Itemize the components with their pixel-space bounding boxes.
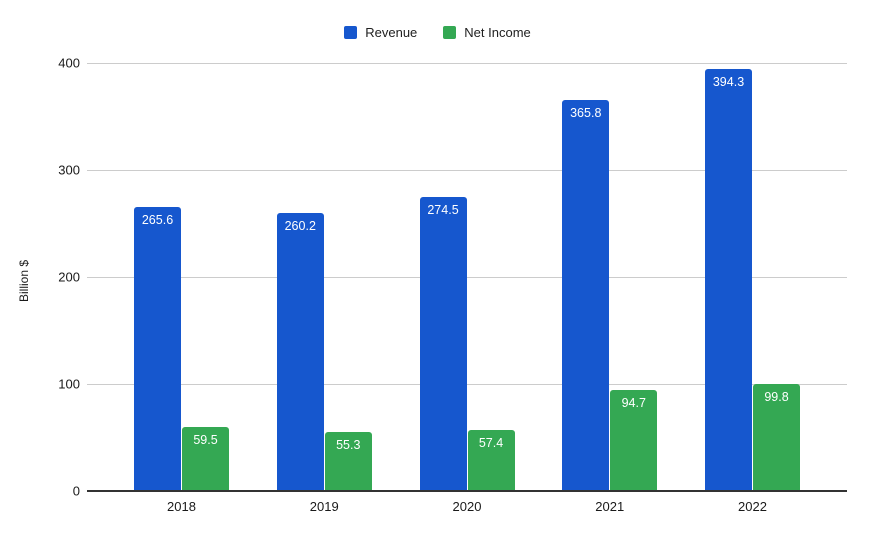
bar-revenue-2019: 260.2 <box>276 212 324 491</box>
y-tick-label: 200 <box>58 269 80 285</box>
x-axis-line <box>87 490 847 492</box>
legend-item-revenue: Revenue <box>344 25 417 40</box>
bar-net-income-2020: 57.4 <box>467 429 515 491</box>
x-tick-label: 2020 <box>452 499 482 514</box>
bar-net-income-2021: 94.7 <box>610 389 658 491</box>
gridline <box>87 383 847 385</box>
bar-value-label: 94.7 <box>621 395 646 410</box>
y-tick-label: 300 <box>58 162 80 178</box>
bar-value-label: 365.8 <box>570 105 602 120</box>
bar-value-label: 55.3 <box>336 437 361 452</box>
bar-group-2019: 260.2 55.3 <box>276 212 372 491</box>
bar-group-2020: 274.5 57.4 <box>419 197 515 491</box>
chart-legend: Revenue Net Income <box>0 25 875 40</box>
x-tick-label: 2022 <box>738 499 767 514</box>
x-tick-label: 2019 <box>309 499 339 514</box>
bar-net-income-2018: 59.5 <box>182 427 229 491</box>
legend-color-swatch-icon <box>443 26 457 39</box>
x-tick-label: 2021 <box>595 499 625 514</box>
bar-revenue-2020: 274.5 <box>419 197 467 491</box>
bars-row: 265.6 59.5 260.2 55.3 274.5 57.4 365.8 94.7 394.… <box>87 63 847 491</box>
bar-group-2018: 265.6 59.5 <box>134 206 229 491</box>
bar-value-label: 274.5 <box>427 203 459 218</box>
y-tick-label: 400 <box>58 55 80 71</box>
bar-revenue-2018: 265.6 <box>134 206 181 491</box>
bar-value-label: 99.8 <box>764 390 789 405</box>
bar-value-label: 265.6 <box>141 212 174 227</box>
y-tick-label: 100 <box>58 376 80 392</box>
gridline <box>87 62 847 64</box>
bar-net-income-2019: 55.3 <box>324 431 372 491</box>
x-axis-labels: 2018 2019 2020 2021 2022 <box>87 499 847 514</box>
bar-group-2021: 365.8 94.7 <box>562 99 658 491</box>
bar-value-label: 260.2 <box>284 218 316 233</box>
gridline <box>87 276 847 278</box>
bar-value-label: 59.5 <box>193 433 218 448</box>
y-tick-label: 0 <box>72 483 80 499</box>
y-axis-ticks: 0 100 200 300 400 <box>0 56 80 499</box>
legend-label: Revenue <box>365 25 418 40</box>
legend-color-swatch-icon <box>344 26 358 39</box>
bar-value-label: 394.3 <box>712 75 745 90</box>
legend-item-net-income: Net Income <box>443 25 531 40</box>
bar-net-income-2022: 99.8 <box>753 384 800 491</box>
x-tick-label: 2018 <box>167 499 196 514</box>
bar-revenue-2022: 394.3 <box>705 69 752 491</box>
plot-area: 265.6 59.5 260.2 55.3 274.5 57.4 365.8 94.7 394.… <box>87 62 847 492</box>
gridline <box>87 169 847 171</box>
bar-value-label: 57.4 <box>478 435 504 450</box>
bar-revenue-2021: 365.8 <box>562 99 610 491</box>
bar-group-2022: 394.3 99.8 <box>705 69 800 491</box>
legend-label: Net Income <box>464 25 531 40</box>
